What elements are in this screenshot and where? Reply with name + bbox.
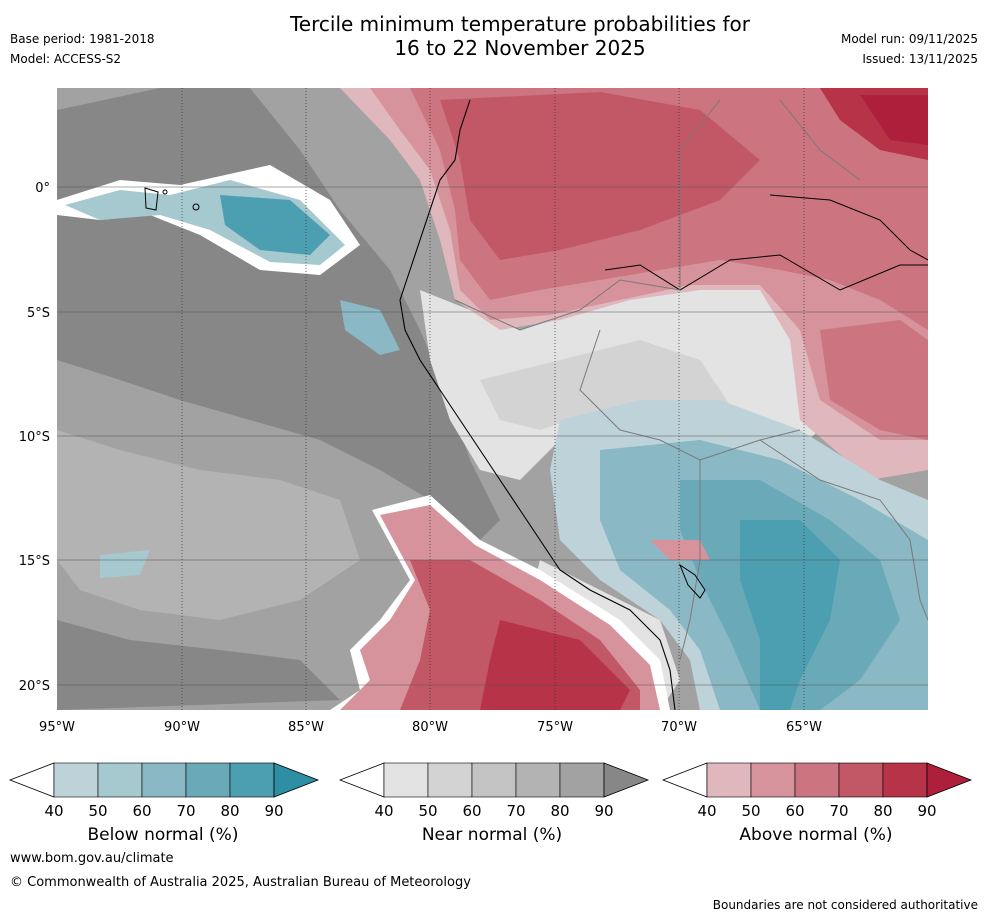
colorbar-tick-label: 50 <box>741 802 760 820</box>
website-link[interactable]: www.bom.gov.au/climate <box>10 851 174 866</box>
colorbar-segment <box>515 762 561 798</box>
colorbar-tick-label: 80 <box>550 802 569 820</box>
colorbar-tick-label: 40 <box>374 802 393 820</box>
lake-titicaca <box>678 563 706 599</box>
colorbar-extend-low <box>338 762 385 798</box>
base-period: Base period: 1981-2018 <box>10 32 155 46</box>
colorbar-segment <box>53 762 99 798</box>
colorbar-tick-label: 60 <box>462 802 481 820</box>
colorbar-segment <box>750 762 796 798</box>
colorbar-extend-low <box>8 762 55 798</box>
colorbar-tick-label: 70 <box>176 802 195 820</box>
lon-label: 75°W <box>537 720 573 735</box>
copyright: © Commonwealth of Australia 2025, Austra… <box>10 875 471 890</box>
colorbar-extend-low <box>661 762 708 798</box>
lon-label: 80°W <box>412 720 448 735</box>
lat-label: 20°S <box>19 679 50 694</box>
coastline <box>399 99 676 710</box>
disclaimer: Boundaries are not considered authoritat… <box>712 898 978 912</box>
lon-label: 90°W <box>164 720 200 735</box>
colorbar-tick-label: 70 <box>506 802 525 820</box>
colorbar-tick-label: 90 <box>264 802 283 820</box>
colorbar-segment <box>794 762 840 798</box>
above-normal-title: Above normal (%) <box>739 825 893 845</box>
colorbar-tick-label: 50 <box>418 802 437 820</box>
model-name: Model: ACCESS-S2 <box>10 52 122 66</box>
lat-label: 5°S <box>27 306 50 321</box>
near-normal-title: Near normal (%) <box>421 825 563 845</box>
colorbar-tick-label: 40 <box>697 802 716 820</box>
colorbar-extend-high <box>926 762 973 798</box>
lat-labels: 0° 5°S 10°S 15°S 20°S <box>19 181 50 694</box>
colorbar-tick-label: 90 <box>594 802 613 820</box>
colorbar-extend-high <box>603 762 650 798</box>
meta-right: Model run: 09/11/2025 Issued: 13/11/2025 <box>841 29 978 69</box>
colorbar-tick-label: 90 <box>917 802 936 820</box>
colorbar-segment <box>427 762 473 798</box>
lon-label: 95°W <box>39 720 75 735</box>
lon-labels: 95°W 90°W 85°W 80°W 75°W 70°W 65°W <box>39 720 822 735</box>
lat-label: 0° <box>35 181 50 196</box>
lat-label: 15°S <box>19 554 50 569</box>
colorbar-segment <box>706 762 752 798</box>
title-line-2: 16 to 22 November 2025 <box>394 36 646 60</box>
above-normal-colorbar: 40 50 60 70 80 90 <box>661 762 973 820</box>
colorbar-tick-label: 50 <box>88 802 107 820</box>
colorbar-tick-label: 60 <box>132 802 151 820</box>
country-borders <box>454 99 928 661</box>
title-line-1: Tercile minimum temperature probabilitie… <box>289 12 751 36</box>
colorbar-tick-label: 80 <box>220 802 239 820</box>
colorbar-tick-label: 60 <box>785 802 804 820</box>
colorbar-segment <box>838 762 884 798</box>
lon-label: 65°W <box>786 720 822 735</box>
colorbar-segment <box>471 762 517 798</box>
model-run: Model run: 09/11/2025 <box>840 32 978 46</box>
colorbar-tick-label: 40 <box>44 802 63 820</box>
colorbar-tick-label: 70 <box>829 802 848 820</box>
meta-left: Base period: 1981-2018 Model: ACCESS-S2 <box>10 29 155 69</box>
near-normal-colorbar: 40 50 60 70 80 90 <box>338 762 650 820</box>
colorbar-segment <box>559 762 605 798</box>
colorbars: 40 50 60 70 80 90 40 50 60 70 80 90 40 50 60 70 80 90 <box>8 762 973 820</box>
colorbar-segment <box>97 762 143 798</box>
lon-label: 70°W <box>661 720 697 735</box>
map-fields <box>57 88 928 710</box>
issued-date: Issued: 13/11/2025 <box>862 52 978 66</box>
river-amazon <box>604 254 928 291</box>
gridlines <box>57 88 928 710</box>
below-normal-title: Below normal (%) <box>87 825 239 845</box>
colorbar-segment <box>383 762 429 798</box>
below-normal-colorbar: 40 50 60 70 80 90 <box>8 762 320 820</box>
colorbar-tick-label: 80 <box>873 802 892 820</box>
colorbar-segment <box>185 762 231 798</box>
colorbar-extend-high <box>273 762 320 798</box>
colorbar-segment <box>141 762 187 798</box>
lon-label: 85°W <box>288 720 324 735</box>
chart-title: Tercile minimum temperature probabilitie… <box>200 12 840 60</box>
colorbar-segment <box>882 762 928 798</box>
lat-label: 10°S <box>19 430 50 445</box>
galapagos-islands <box>144 187 159 211</box>
colorbar-segment <box>229 762 275 798</box>
